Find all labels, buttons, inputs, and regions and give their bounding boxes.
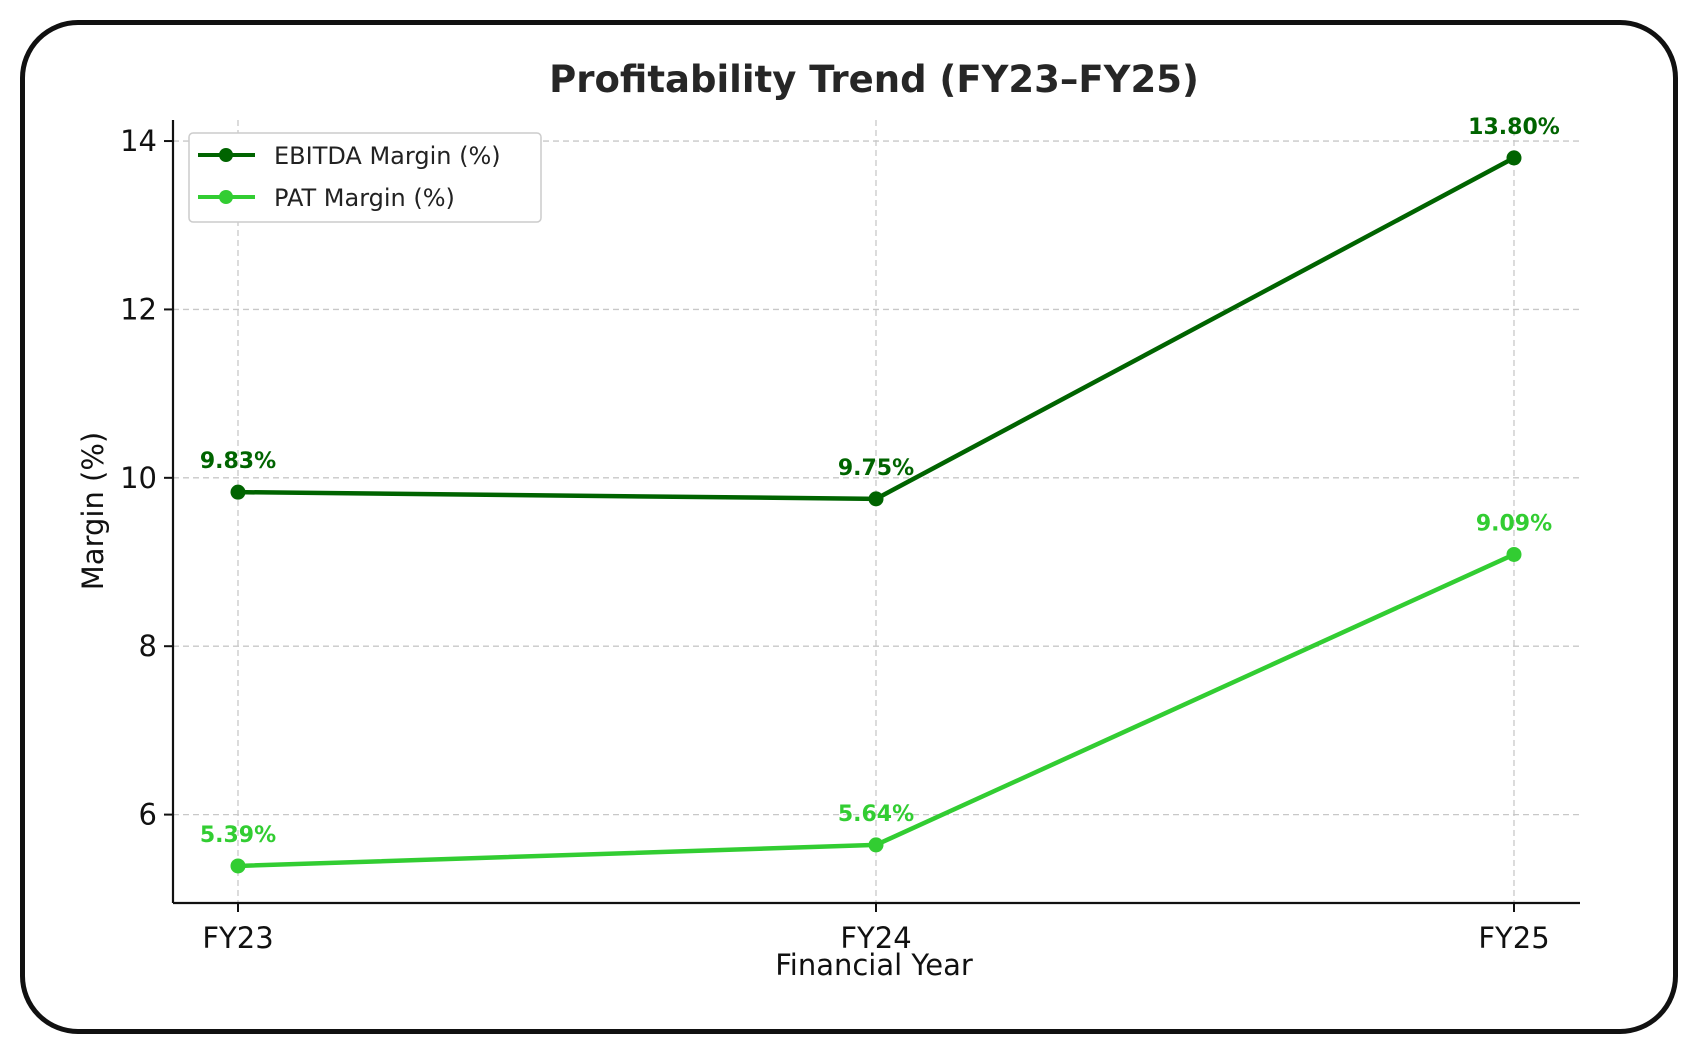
data-point-pat xyxy=(868,837,884,853)
data-labels: 9.83% 9.75% 13.80% 5.39% 5.64% 9.09% xyxy=(200,115,1560,848)
x-axis-label: Financial Year xyxy=(775,948,973,982)
y-tick-label: 6 xyxy=(139,798,157,832)
y-axis-label: Margin (%) xyxy=(76,432,110,590)
data-point-ebitda xyxy=(1506,150,1522,166)
x-tick-label: FY24 xyxy=(840,921,911,955)
x-tick-label: FY25 xyxy=(1478,921,1549,955)
data-point-pat xyxy=(1506,546,1522,562)
legend: EBITDA Margin (%) PAT Margin (%) xyxy=(188,132,542,223)
legend-label-pat: PAT Margin (%) xyxy=(274,184,455,212)
legend-box xyxy=(188,132,542,223)
data-label-pat: 5.39% xyxy=(200,823,276,848)
legend-marker-pat xyxy=(219,190,233,204)
data-label-ebitda: 9.83% xyxy=(200,449,276,474)
data-label-ebitda: 9.75% xyxy=(838,456,914,481)
x-tick-label: FY23 xyxy=(202,921,273,955)
legend-label-ebitda: EBITDA Margin (%) xyxy=(274,142,501,170)
data-point-ebitda xyxy=(868,491,884,507)
data-point-pat xyxy=(230,858,246,874)
data-label-pat: 9.09% xyxy=(1476,511,1552,536)
data-label-ebitda: 13.80% xyxy=(1468,115,1560,140)
chart-title: Profitability Trend (FY23–FY25) xyxy=(549,58,1199,101)
data-point-ebitda xyxy=(230,484,246,500)
y-tick-label: 14 xyxy=(120,124,157,158)
data-label-pat: 5.64% xyxy=(838,802,914,827)
axes: 6 8 10 12 14 FY23 FY24 FY25 xyxy=(120,120,1580,955)
y-tick-label: 8 xyxy=(139,629,157,663)
series-layer xyxy=(230,150,1522,874)
y-tick-label: 10 xyxy=(120,461,157,495)
y-tick-label: 12 xyxy=(120,292,157,326)
legend-marker-ebitda xyxy=(219,148,233,162)
